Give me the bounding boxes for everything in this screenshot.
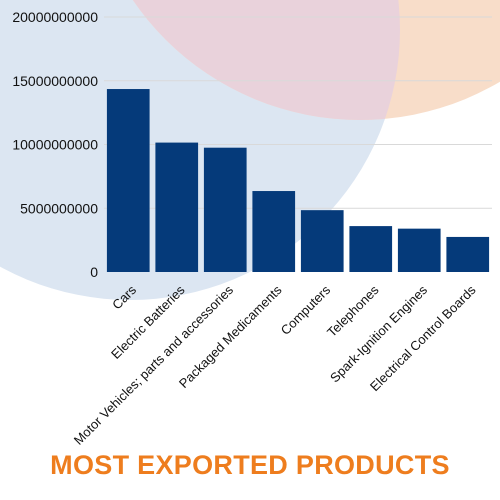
bar <box>397 228 441 272</box>
page-title: MOST EXPORTED PRODUCTS <box>50 450 450 480</box>
bars <box>106 89 490 272</box>
y-tick-label: 5000000000 <box>20 200 98 216</box>
y-axis-tick-labels: 0 5000000000 10000000000 15000000000 2000000… <box>12 9 98 280</box>
bar <box>252 191 296 272</box>
y-tick-label: 10000000000 <box>12 137 98 153</box>
bar <box>155 142 199 272</box>
y-tick-label: 15000000000 <box>12 73 98 89</box>
background-circles <box>0 0 500 300</box>
bar <box>349 226 393 272</box>
y-tick-label: 0 <box>90 264 98 280</box>
bar <box>106 89 150 272</box>
bar <box>446 236 490 272</box>
bar <box>300 210 344 272</box>
y-tick-label: 20000000000 <box>12 9 98 25</box>
category-label: Spark-Ignition Engines <box>327 282 430 385</box>
bar <box>203 147 247 272</box>
